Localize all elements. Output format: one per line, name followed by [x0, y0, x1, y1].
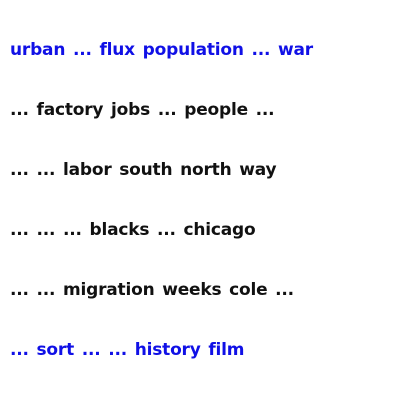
phrase-line-3: ... ... labor south north way [10, 160, 277, 180]
phrase-line-2: ... factory jobs ... people ... [10, 100, 275, 120]
phrase-line-4: ... ... ... blacks ... chicago [10, 220, 256, 240]
phrase-line-5: ... ... migration weeks cole ... [10, 280, 294, 300]
phrase-line-1: urban ... flux population ... war [10, 40, 313, 60]
phrase-list: urban ... flux population ... war ... fa… [10, 0, 390, 400]
phrase-line-6: ... sort ... ... history film [10, 340, 245, 360]
